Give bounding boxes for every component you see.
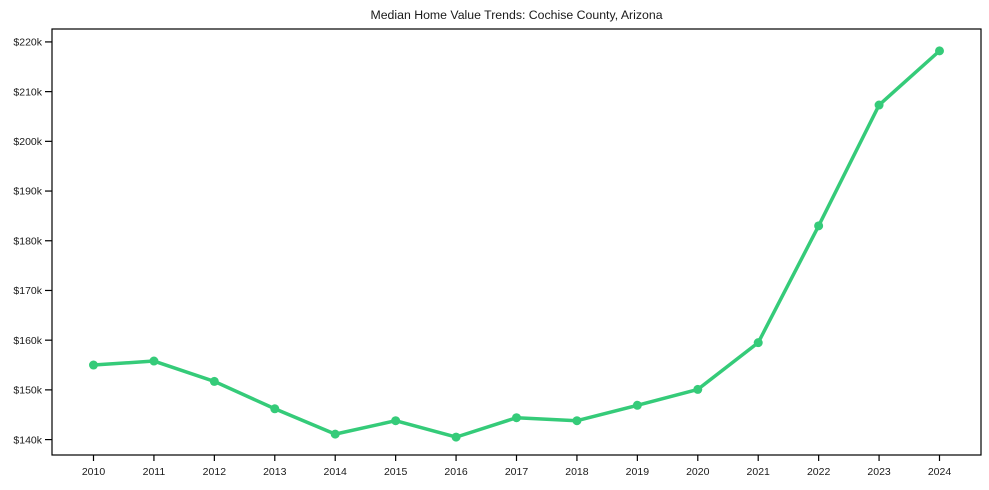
x-tick-label: 2012 (203, 466, 227, 478)
x-tick-label: 2022 (807, 466, 831, 478)
x-tick-label: 2023 (867, 466, 891, 478)
x-tick-label: 2020 (686, 466, 710, 478)
y-tick-label: $170k (13, 285, 42, 297)
plot-layer: $140k $150k $160k $170k $180k $190k $200k $210k… (13, 28, 982, 478)
data-point (693, 384, 703, 394)
data-point (814, 221, 824, 231)
y-tick-label: $150k (13, 385, 42, 397)
y-tick-label: $190k (13, 186, 42, 198)
x-tick-label: 2013 (263, 466, 287, 478)
x-tick-label: 2017 (505, 466, 529, 478)
x-tick-label: 2014 (324, 466, 348, 478)
data-point (270, 404, 280, 414)
data-point (330, 429, 340, 439)
data-point (935, 46, 944, 56)
data-point (89, 360, 98, 370)
chart-title: Median Home Value Trends: Cochise County… (370, 8, 662, 22)
y-tick-label: $140k (13, 434, 42, 446)
plot-border (51, 28, 982, 456)
y-tick-label: $180k (13, 235, 42, 247)
x-tick-label: 2019 (626, 466, 650, 478)
data-point (632, 400, 642, 410)
series-line (91, 49, 942, 439)
data-point (874, 100, 884, 110)
y-tick-label: $160k (13, 335, 42, 347)
data-point (149, 356, 159, 366)
x-tick-label: 2015 (384, 466, 408, 478)
x-tick-label: 2018 (565, 466, 589, 478)
x-tick-label: 2011 (143, 466, 166, 478)
y-tick-label: $210k (13, 86, 42, 98)
data-point (451, 432, 461, 442)
data-point (572, 416, 582, 426)
data-point (209, 376, 219, 386)
data-point (753, 338, 763, 348)
x-tick-label: 2021 (747, 466, 771, 478)
x-tick-label: 2016 (444, 466, 468, 478)
x-tick-label: 2024 (928, 466, 952, 478)
y-tick-label: $220k (13, 37, 42, 49)
y-tick-label: $200k (13, 136, 42, 148)
data-point (512, 413, 521, 423)
x-tick-label: 2010 (82, 466, 106, 478)
data-point (391, 416, 401, 426)
